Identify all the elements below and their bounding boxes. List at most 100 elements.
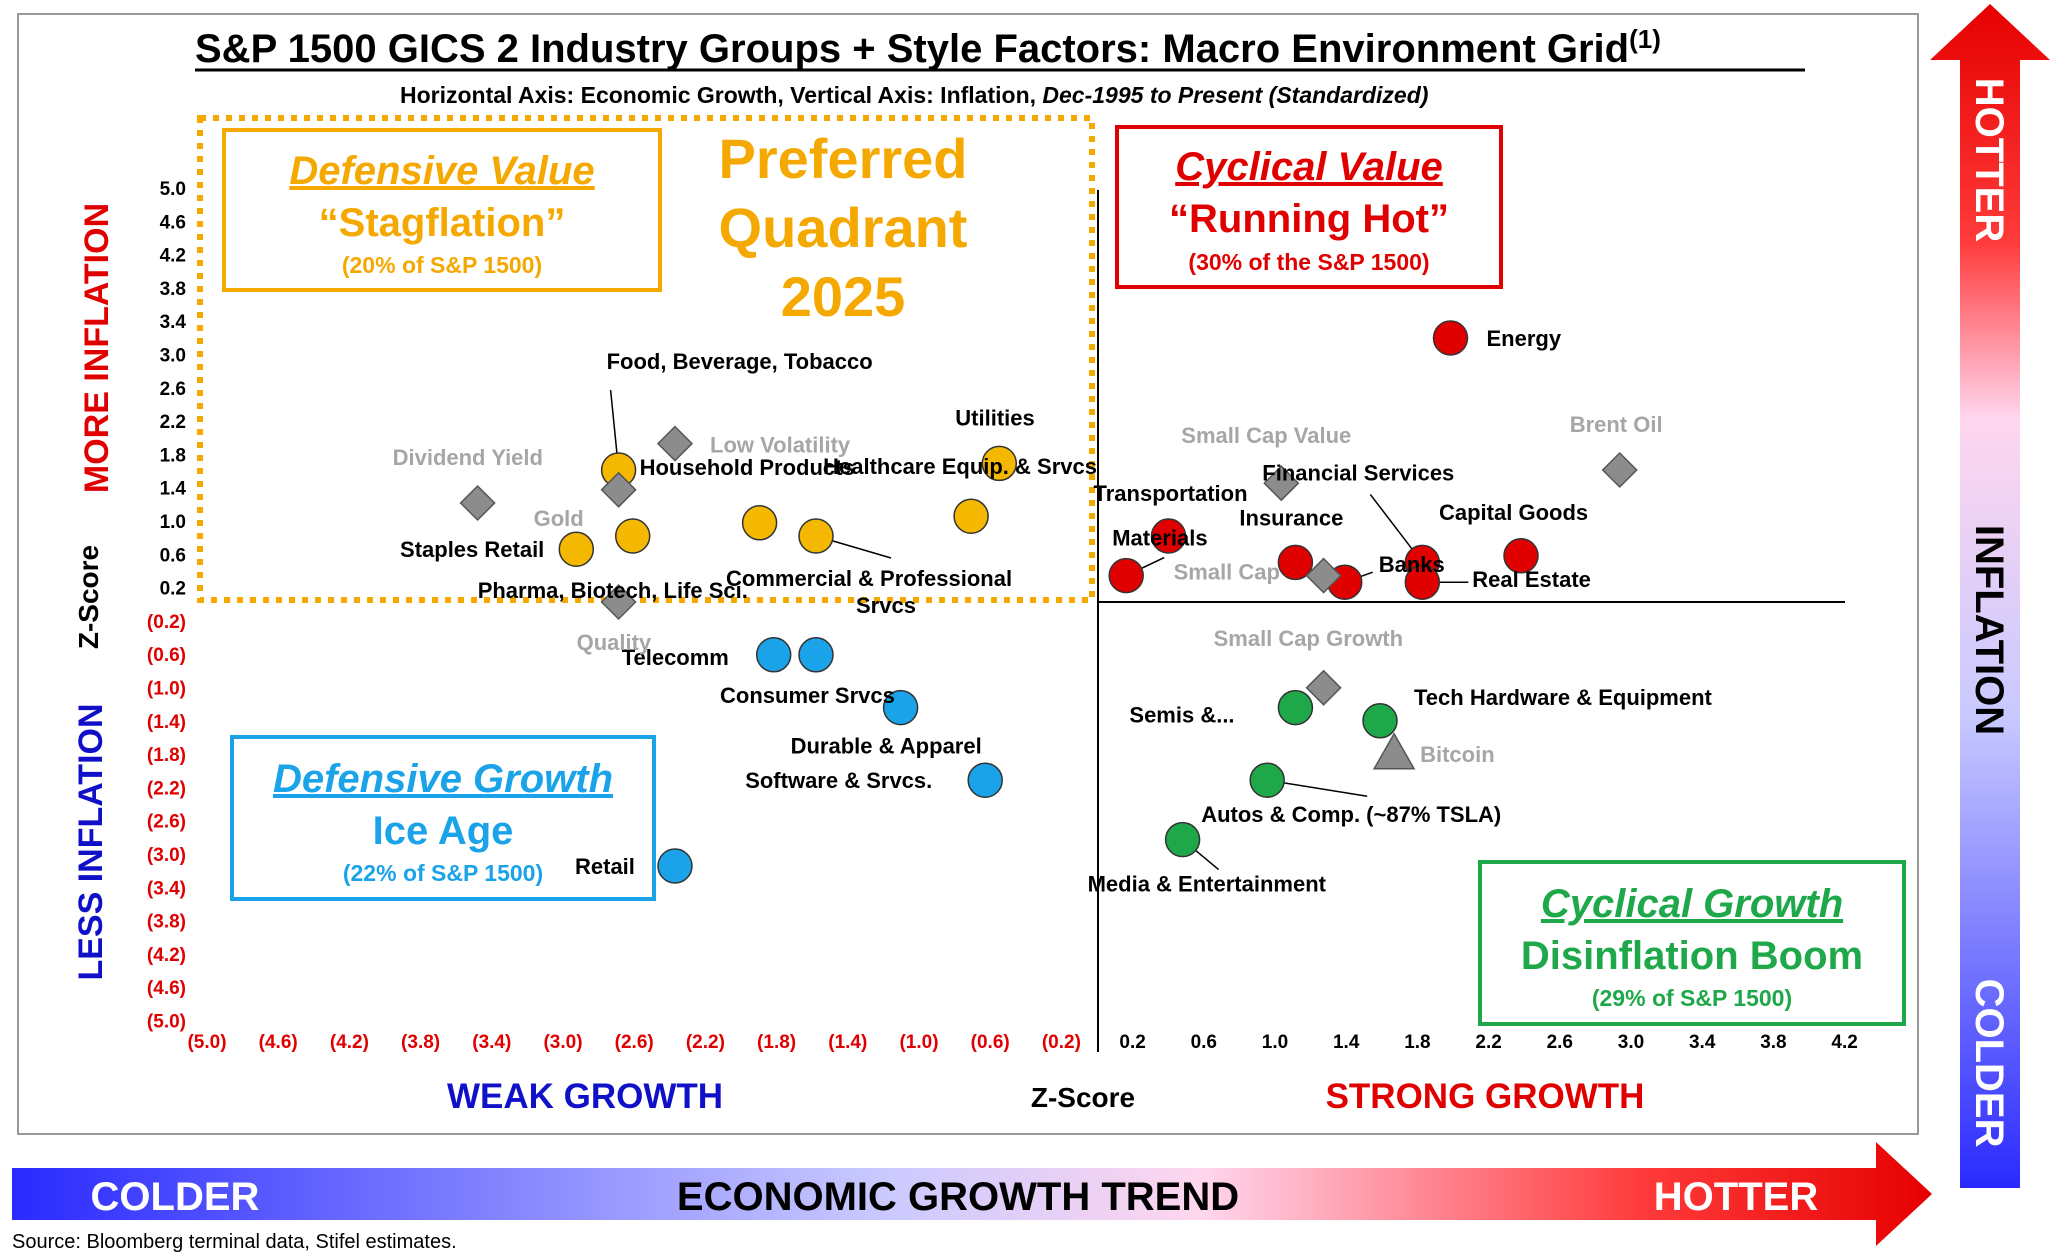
x-tick-label: 1.8 [1404, 1032, 1430, 1053]
quadrant-cyclical-value: Cyclical Value “Running Hot” (30% of the… [1115, 125, 1503, 289]
quadrant-title: Cyclical Growth [1541, 882, 1843, 926]
y-tick-label: 3.8 [160, 279, 186, 300]
y-tick-label: (1.0) [147, 679, 186, 700]
x-tick-label: 2.2 [1475, 1032, 1501, 1053]
point-household-products [741, 505, 778, 541]
x-tick-label: (3.0) [543, 1032, 582, 1053]
quadrant-nickname: “Running Hot” [1169, 197, 1449, 241]
x-tick-label: (3.8) [401, 1032, 440, 1053]
y-tick-label: 4.6 [160, 212, 186, 233]
y-tick-label: (5.0) [147, 1012, 186, 1033]
point-pharma-biotech-life-sci [614, 518, 651, 554]
x-tick-label: (5.0) [187, 1032, 226, 1053]
preferred-line-1: Preferred [718, 127, 967, 190]
point-transportation [1150, 518, 1187, 554]
label-brent-oil: Brent Oil [1570, 412, 1663, 437]
point-energy [1432, 320, 1469, 356]
point-retail [657, 848, 693, 884]
point-durable-apparel [882, 689, 919, 726]
label-insurance: Insurance [1239, 505, 1343, 530]
label-consumer-srvcs: Consumer Srvcs [720, 683, 895, 708]
y-tick-label: (2.6) [147, 812, 186, 833]
quadrant-share: (22% of S&P 1500) [343, 860, 543, 886]
point-autos-comp-87-tsla [1249, 762, 1285, 798]
point-low-volatility [656, 425, 694, 462]
point-insurance [1277, 544, 1314, 581]
quadrant-nickname: Disinflation Boom [1521, 934, 1863, 978]
x-tick-label: 1.0 [1262, 1032, 1288, 1053]
source-note: Source: Bloomberg terminal data, Stifel … [12, 1231, 457, 1253]
x-tick-label: (2.6) [615, 1032, 654, 1053]
x-tick-label: 1.4 [1333, 1032, 1360, 1053]
y-tick-label: 5.0 [160, 179, 186, 200]
x-tick-label: 3.4 [1689, 1032, 1716, 1053]
point-commercial-professional-srvcs [798, 518, 834, 554]
y-tick-label: 4.2 [160, 246, 186, 267]
label-retail: Retail [575, 854, 635, 879]
quadrant-title: Cyclical Value [1175, 145, 1443, 189]
x-tick-label: (4.6) [259, 1032, 298, 1053]
label-capital-goods: Capital Goods [1439, 500, 1588, 525]
x-tick-labels: (5.0) (4.6) (4.2) (3.8) (3.4) (3.0) (2.6) (2.2)… [187, 1032, 1857, 1053]
y-tick-label: 3.4 [160, 312, 187, 333]
y-tick-label: 1.0 [160, 512, 186, 533]
y-tick-label: (1.8) [147, 745, 186, 766]
label-banks: Banks [1379, 552, 1445, 577]
y-tick-label: 1.8 [160, 445, 186, 466]
label-tech-hardware-equipment: Tech Hardware & Equipment [1414, 685, 1713, 710]
label-small-cap: Small Cap [1174, 560, 1280, 585]
quadrant-cyclical-growth: Cyclical Growth Disinflation Boom (29% o… [1478, 860, 1906, 1026]
label-quality: Quality [577, 630, 652, 655]
point-telecomm [755, 637, 792, 673]
point-quality [600, 583, 637, 621]
x-tick-label: (0.2) [1042, 1032, 1081, 1053]
y-tick-label: 2.6 [160, 379, 186, 400]
arrow-bottom-label: COLDER [1967, 979, 2011, 1148]
label-utilities: Utilities [955, 405, 1034, 430]
x-tick-label: 0.2 [1119, 1032, 1145, 1053]
y-tick-labels: 5.0 4.6 4.2 3.8 3.4 3.0 2.6 2.2 1.8 1.4 1.0 0.6 0.2 (… [147, 179, 187, 1033]
label-semis: Semis &... [1129, 703, 1234, 728]
label-healthcare-equip-srvcs: Healthcare Equip. & Srvcs [823, 454, 1097, 479]
label-food-beverage-tobacco: Food, Beverage, Tobacco [607, 349, 873, 374]
arrow-center-label: ECONOMIC GROWTH TREND [677, 1175, 1239, 1219]
label-transportation: Transportation [1094, 481, 1248, 506]
point-tech-hardware-equipment [1362, 703, 1398, 739]
y-tick-label: (4.6) [147, 978, 186, 999]
point-dividend-yield [459, 484, 496, 522]
label-low-volatility: Low Volatility [710, 433, 851, 458]
y-tick-label: (3.0) [147, 845, 186, 866]
economic-growth-arrow: COLDER ECONOMIC GROWTH TREND HOTTER [12, 1142, 1932, 1246]
point-utilities [981, 445, 1018, 482]
y-tick-label: 3.0 [160, 346, 186, 367]
preferred-quadrant-box [197, 115, 1095, 603]
point-staples-retail [558, 531, 595, 567]
quadrant-nickname: Ice Age [373, 809, 514, 853]
quadrant-defensive-value: Defensive Value “Stagflation” (20% of S&… [222, 128, 662, 292]
y-tick-label: (3.8) [147, 912, 186, 933]
label-commercial-professional-srvcs: Commercial & Professional Srvcs [726, 566, 1012, 618]
chart-subtitle: Horizontal Axis: Economic Growth, Vertic… [400, 82, 1428, 108]
arrow-left-label: COLDER [91, 1175, 260, 1219]
label-media-entertainment: Media & Entertainment [1088, 872, 1327, 897]
x-axis-label: Z-Score [1031, 1082, 1135, 1113]
x-tick-label: (1.4) [828, 1032, 867, 1053]
point-materials [1108, 557, 1144, 594]
chart-frame [17, 13, 1919, 1135]
point-small-cap-value [1263, 465, 1300, 502]
label-telecomm: Telecomm [622, 645, 729, 670]
point-small-cap [1305, 557, 1342, 594]
label-small-cap-value: Small Cap Value [1181, 423, 1351, 448]
label-bitcoin: Bitcoin [1420, 742, 1495, 767]
point-labels: Food, Beverage, Tobacco Staples Retail Pha… [393, 326, 1713, 897]
label-staples-retail: Staples Retail [400, 537, 544, 562]
label-durable-apparel: Durable & Apparel [791, 734, 982, 759]
y-tick-label: (1.4) [147, 712, 186, 733]
quadrant-share: (30% of the S&P 1500) [1188, 249, 1429, 275]
point-real-estate [1404, 564, 1441, 600]
point-small-cap-growth [1305, 669, 1342, 706]
x-tick-label: (3.4) [472, 1032, 511, 1053]
arrow-center-label: INFLATION [1967, 525, 2011, 735]
point-software-srvcs [967, 762, 1003, 798]
